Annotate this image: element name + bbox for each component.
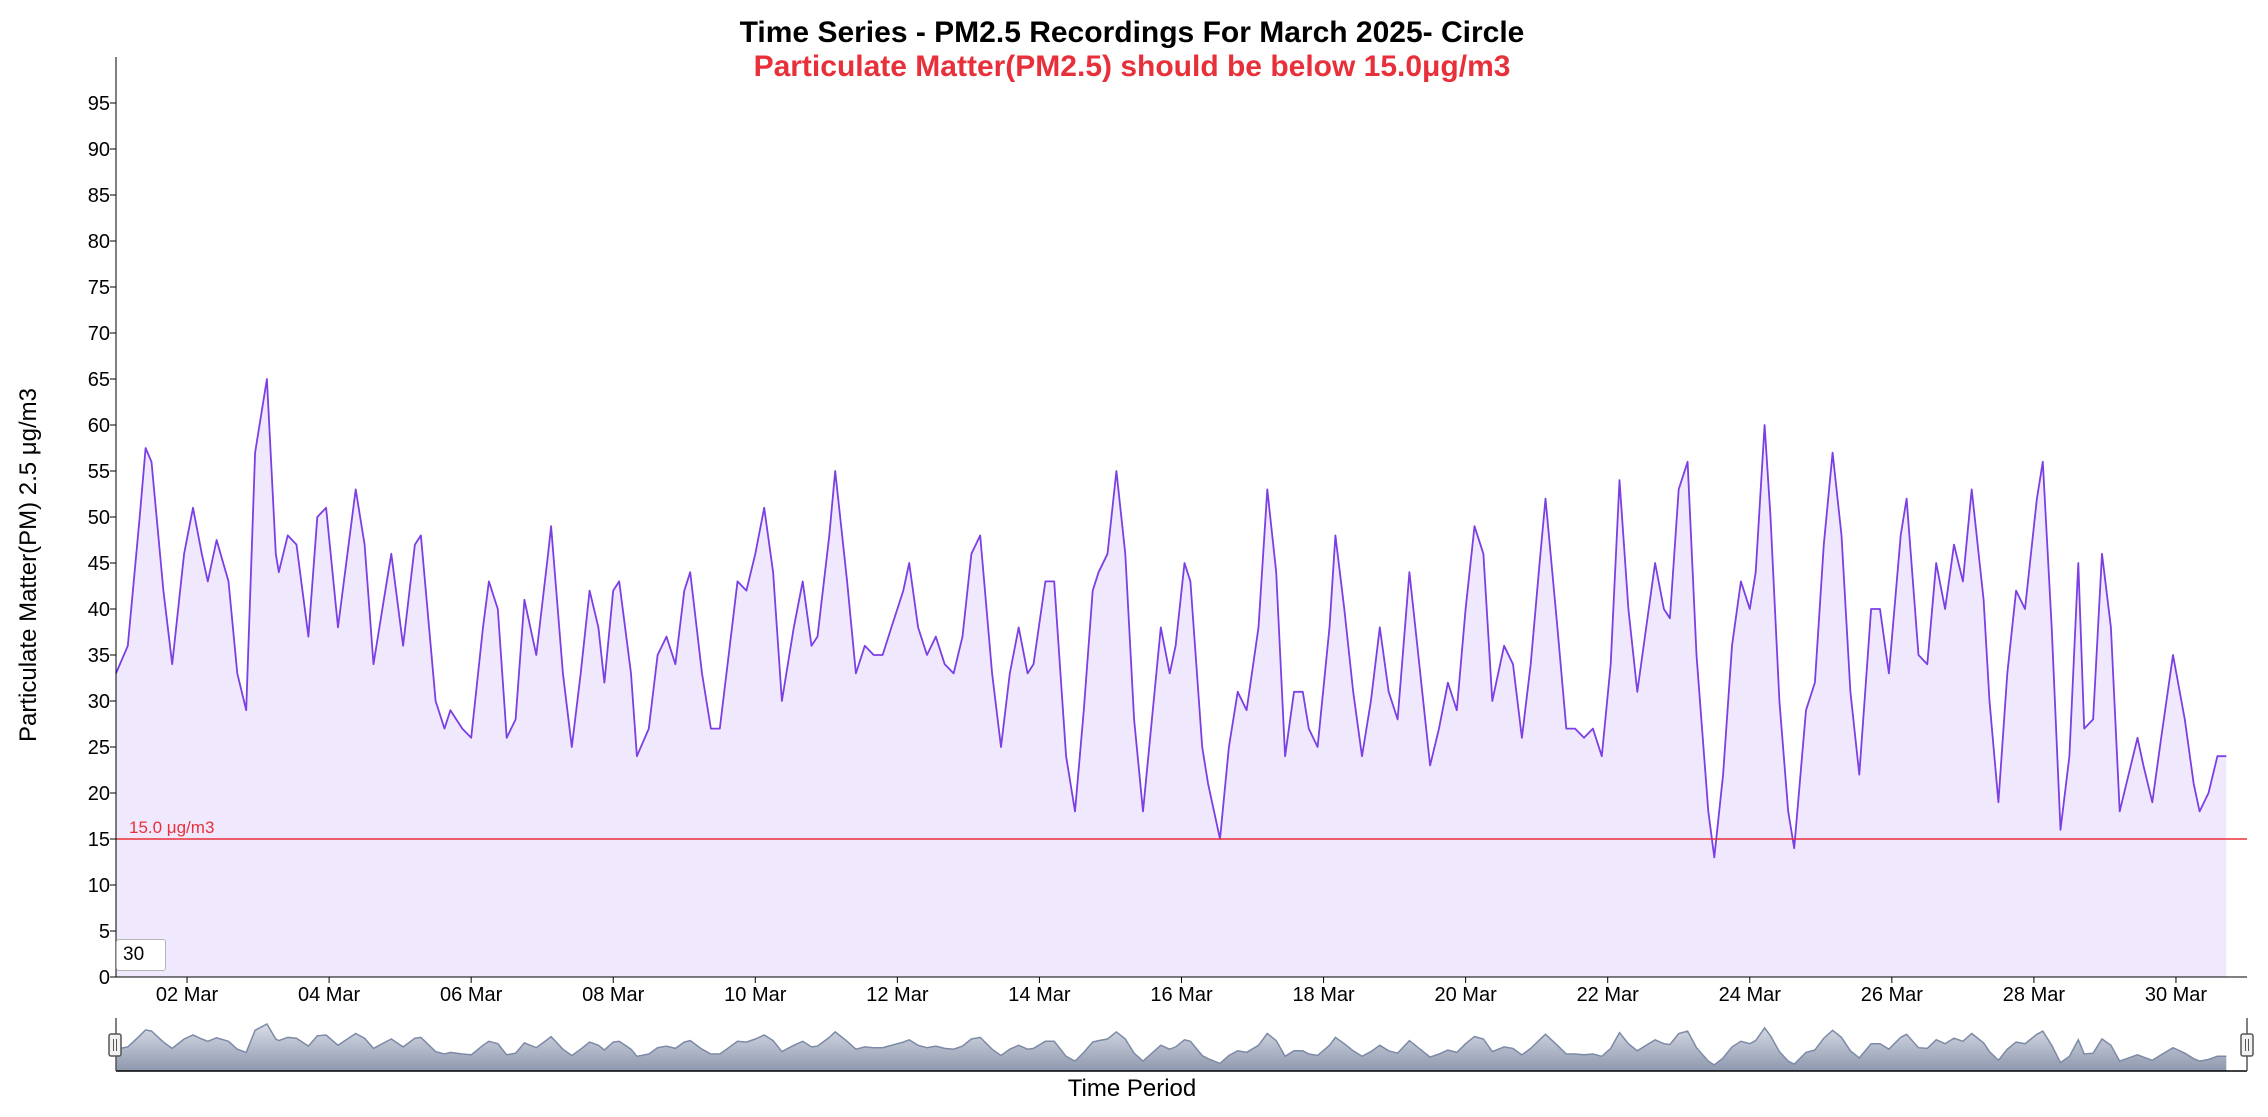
- x-tick-label: 26 Mar: [1861, 984, 1924, 1006]
- y-tick-label: 15: [88, 829, 110, 851]
- y-tick-label: 10: [88, 875, 110, 897]
- threshold-label: 15.0 μg/m3: [129, 818, 214, 837]
- y-tick-label: 35: [88, 645, 110, 667]
- x-tick-label: 22 Mar: [1577, 984, 1640, 1006]
- x-tick-label: 10 Mar: [724, 984, 787, 1006]
- y-tick-label: 0: [99, 967, 110, 989]
- x-tick-label: 28 Mar: [2003, 984, 2066, 1006]
- chart-title: Time Series - PM2.5 Recordings For March…: [740, 16, 1525, 49]
- x-ticks: 02 Mar 04 Mar 06 Mar 08 Mar 10 Mar 12 Mar 14 M…: [156, 977, 2208, 1006]
- y-tick-label: 40: [88, 599, 110, 621]
- y-tick-label: 45: [88, 553, 110, 575]
- navigator-right-handle[interactable]: [2240, 1018, 2254, 1071]
- x-tick-label: 30 Mar: [2145, 984, 2208, 1006]
- x-tick-label: 24 Mar: [1719, 984, 1782, 1006]
- x-tick-label: 18 Mar: [1292, 984, 1355, 1006]
- navigator-area: [116, 1024, 2227, 1071]
- y-ticks: 0 5 10 15 20 25 30 35 40 45 50 55 60 65 70 75 80 85 90 95: [88, 93, 116, 989]
- y-tick-label: 85: [88, 185, 110, 207]
- y-tick-label: 90: [88, 139, 110, 161]
- y-tick-label: 80: [88, 231, 110, 253]
- x-axis-label: Time Period: [1068, 1075, 1196, 1102]
- x-tick-label: 14 Mar: [1008, 984, 1071, 1006]
- navigator-left-handle[interactable]: [108, 1018, 122, 1071]
- y-tick-label: 30: [88, 691, 110, 713]
- zoom-level-input[interactable]: [116, 939, 166, 971]
- y-tick-label: 95: [88, 93, 110, 115]
- x-tick-label: 20 Mar: [1435, 984, 1498, 1006]
- x-tick-label: 16 Mar: [1150, 984, 1213, 1006]
- x-tick-label: 02 Mar: [156, 984, 219, 1006]
- navigator-line: [115, 1023, 2227, 1066]
- y-tick-label: 70: [88, 323, 110, 345]
- y-tick-label: 50: [88, 507, 110, 529]
- plot-area: 15.0 μg/m3: [115, 378, 2247, 977]
- y-tick-label: 65: [88, 369, 110, 391]
- x-tick-label: 12 Mar: [866, 984, 929, 1006]
- chart-subtitle: Particulate Matter(PM2.5) should be belo…: [754, 50, 1511, 83]
- x-tick-label: 06 Mar: [440, 984, 503, 1006]
- y-tick-label: 25: [88, 737, 110, 759]
- series-area-fill: [116, 379, 2227, 977]
- y-axis-label: Particulate Matter(PM) 2.5 μg/m3: [15, 388, 42, 742]
- y-tick-label: 75: [88, 277, 110, 299]
- y-tick-label: 60: [88, 415, 110, 437]
- y-tick-label: 55: [88, 461, 110, 483]
- y-tick-label: 5: [99, 921, 110, 943]
- x-tick-label: 08 Mar: [582, 984, 645, 1006]
- range-navigator[interactable]: [108, 1018, 2254, 1072]
- series-line: [115, 378, 2227, 859]
- x-tick-label: 04 Mar: [298, 984, 361, 1006]
- y-tick-label: 20: [88, 783, 110, 805]
